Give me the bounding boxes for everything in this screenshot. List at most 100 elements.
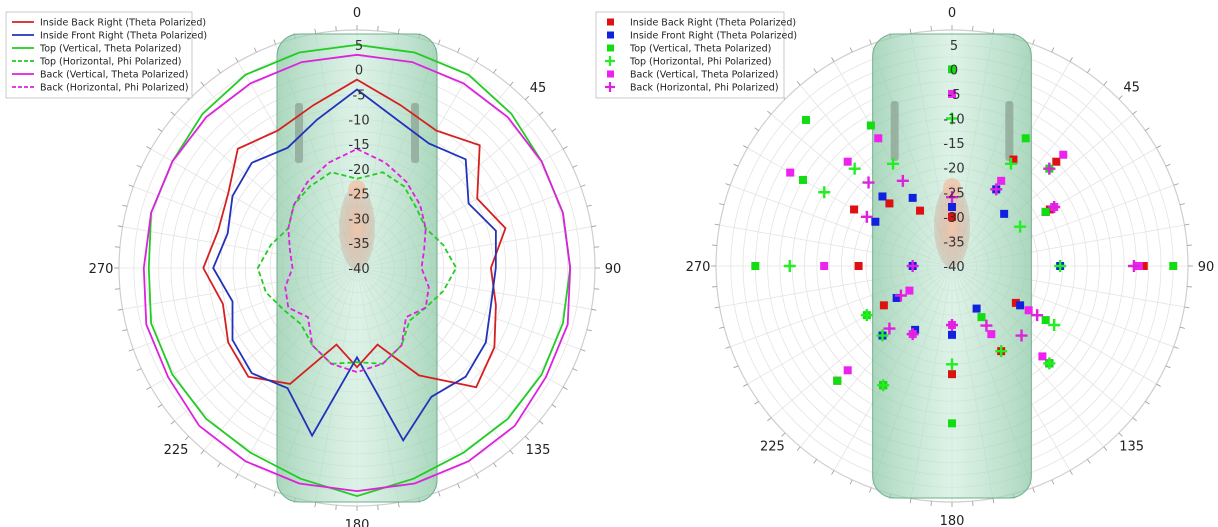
angle-tick-label: 270 xyxy=(89,262,114,277)
angle-ticks-left: 0 45 90 135 180 225 270 xyxy=(89,6,622,527)
series-5-point-0 xyxy=(946,191,958,204)
legend-swatch xyxy=(605,56,615,66)
series-0-point-0 xyxy=(948,212,956,221)
series-line-4 xyxy=(142,53,572,493)
radial-ticks-right: 5 0 -5 -10 -15 -20 -25 -30 -35 -40 xyxy=(943,39,964,275)
legend-swatch xyxy=(607,31,614,39)
angle-tick-label: 90 xyxy=(605,262,622,277)
radial-tick-label: -25 xyxy=(348,188,369,203)
radial-tick-label: -40 xyxy=(943,260,964,275)
series-0-point-13 xyxy=(879,301,888,310)
radial-ticks-left: 5 0 -5 -10 -15 -20 -25 -30 -35 -40 xyxy=(348,39,369,277)
series-2-point-15 xyxy=(866,121,875,130)
series-3-point-14 xyxy=(818,186,831,199)
radial-tick-label: -20 xyxy=(348,163,369,178)
series-0-point-1 xyxy=(1052,157,1061,166)
legend-label: Top (Horizontal, Phi Polarized) xyxy=(629,57,772,68)
series-3-point-15 xyxy=(887,157,899,170)
series-5-point-13 xyxy=(894,289,907,302)
angle-tick-label: 0 xyxy=(948,6,956,21)
series-1-point-4 xyxy=(948,330,956,339)
series-5-point-6 xyxy=(906,260,919,272)
series-line-1 xyxy=(212,88,497,443)
angle-tick-label: 0 xyxy=(353,6,361,21)
radial-tick-label: 0 xyxy=(355,64,363,79)
radial-tick-label: -40 xyxy=(348,262,369,277)
series-2-point-4 xyxy=(948,419,956,428)
series-1-point-15 xyxy=(908,193,917,202)
series-3-point-7 xyxy=(848,162,861,175)
series-4-point-8 xyxy=(997,176,1006,185)
series-0-point-4 xyxy=(948,370,956,379)
series-group-right xyxy=(751,65,1178,428)
series-3-point-9 xyxy=(1014,220,1027,233)
series-1-point-10 xyxy=(1016,301,1025,310)
angle-tick-label: 180 xyxy=(345,518,370,527)
radial-tick-label: -30 xyxy=(943,211,964,226)
legend-left: Inside Back Right (Theta Polarized) Insid… xyxy=(5,11,207,99)
polar-chart-right: 5 0 -5 -10 -15 -20 -25 -30 -35 -40 0 45 90 135 180 225… xyxy=(595,6,1215,527)
series-0-point-2 xyxy=(1139,262,1148,270)
series-2-point-11 xyxy=(977,313,986,322)
radial-tick-label: -15 xyxy=(943,137,964,152)
series-0-point-6 xyxy=(854,262,863,270)
series-3-point-10 xyxy=(1048,319,1061,331)
series-2-point-8 xyxy=(1021,134,1030,143)
device-overlay-right xyxy=(872,33,1032,499)
series-2-point-5 xyxy=(833,376,842,385)
series-3-point-8 xyxy=(1005,157,1017,170)
series-5-point-12 xyxy=(906,328,919,341)
angle-tick-label: 45 xyxy=(1123,80,1140,95)
series-5-point-1 xyxy=(1043,162,1056,175)
angle-tick-label: 225 xyxy=(760,440,785,455)
radial-tick-label: -35 xyxy=(943,235,964,250)
series-4-point-13 xyxy=(905,286,914,295)
series-3-point-11 xyxy=(995,345,1008,358)
radial-tick-label: 5 xyxy=(355,39,363,54)
series-3-point-5 xyxy=(876,329,889,342)
legend-label: Inside Front Right (Theta Polarized) xyxy=(40,31,207,42)
angle-tick-label: 90 xyxy=(1198,260,1215,275)
series-4-point-6 xyxy=(820,262,829,270)
legend-label: Top (Vertical, Theta Polarized) xyxy=(39,44,181,55)
series-2-point-6 xyxy=(751,262,760,270)
radial-tick-label: -5 xyxy=(353,88,366,103)
polar-chart-left: 5 0 -5 -10 -15 -20 -25 -30 -35 -40 0 45 90 135 180 225… xyxy=(5,6,622,527)
series-2-point-2 xyxy=(1169,262,1178,270)
legend-label: Back (Horizontal, Phi Polarized) xyxy=(630,83,779,94)
series-3-point-3 xyxy=(1043,357,1056,370)
series-1-point-13 xyxy=(892,293,901,302)
series-5-point-5 xyxy=(883,322,896,335)
series-5-point-15 xyxy=(896,174,909,187)
series-5-point-7 xyxy=(862,176,875,189)
series-3-point-6 xyxy=(783,260,796,272)
radial-tick-label: -20 xyxy=(943,162,964,177)
legend-label: Back (Vertical, Theta Polarized) xyxy=(40,70,188,81)
series-2-point-0 xyxy=(948,65,956,74)
angle-tick-label: 270 xyxy=(686,260,711,275)
angle-tick-label: 45 xyxy=(530,81,547,96)
series-4-point-3 xyxy=(1038,352,1047,361)
series-5-point-14 xyxy=(860,210,873,223)
radial-tick-label: -25 xyxy=(943,186,964,201)
series-3-point-13 xyxy=(860,309,873,322)
legend-right: Inside Back Right (Theta Polarized) Insid… xyxy=(595,11,797,99)
series-4-point-1 xyxy=(1059,150,1068,159)
radial-tick-label: 5 xyxy=(950,39,958,54)
series-1-point-7 xyxy=(878,192,887,201)
series-5-point-9 xyxy=(1048,201,1061,213)
legend-swatch xyxy=(607,18,614,26)
series-1-point-1 xyxy=(1000,209,1009,218)
radial-tick-label: -10 xyxy=(348,113,369,128)
legend-label: Top (Vertical, Theta Polarized) xyxy=(629,44,771,55)
legend-label: Back (Vertical, Theta Polarized) xyxy=(630,70,778,81)
series-2-point-9 xyxy=(1041,207,1050,216)
angle-tick-label: 180 xyxy=(940,514,965,527)
series-line-5 xyxy=(284,148,430,374)
radial-tick-label: -35 xyxy=(348,237,369,252)
series-4-point-10 xyxy=(1024,306,1033,315)
legend-swatch xyxy=(607,70,614,78)
series-5-point-8 xyxy=(990,183,1003,196)
series-4-point-15 xyxy=(874,134,883,143)
